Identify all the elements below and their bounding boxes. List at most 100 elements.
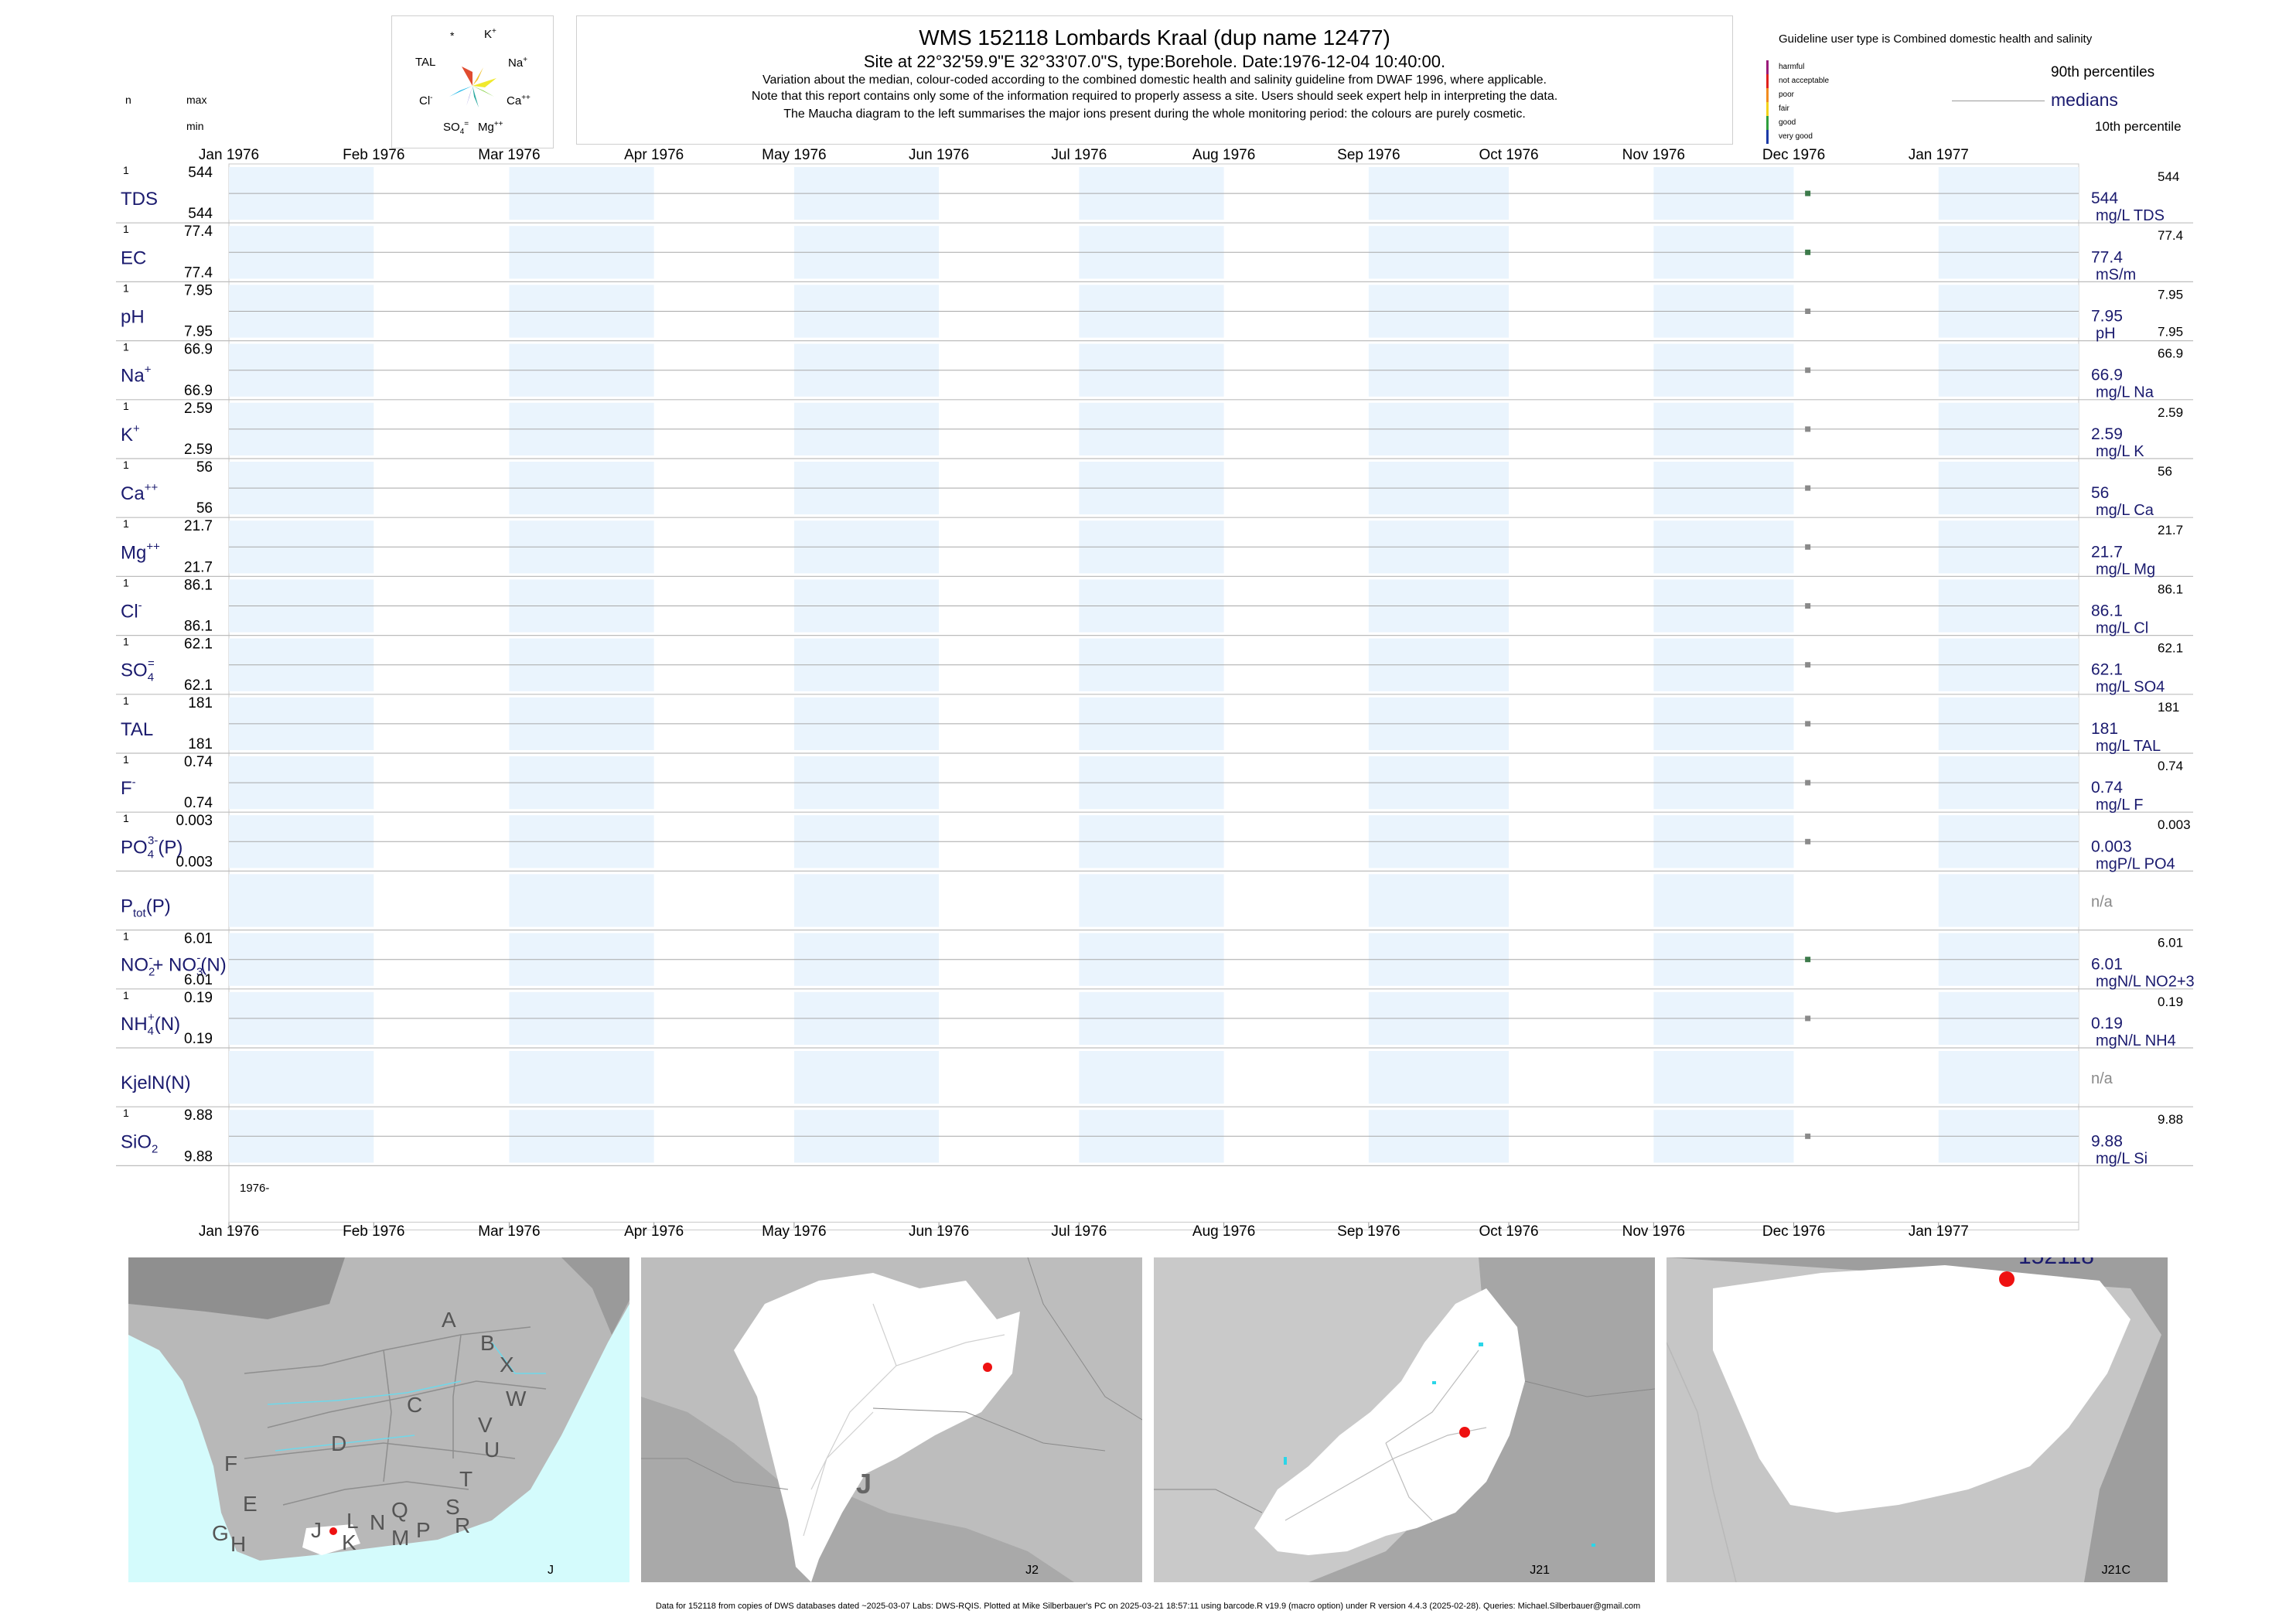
month-label-top: Nov 1976 xyxy=(1622,147,1685,163)
p10-label: 10th percentile xyxy=(2095,119,2182,134)
median-label: medians xyxy=(2051,90,2118,110)
min-value-f: 0.74 xyxy=(184,795,213,811)
p90-value-ca: 56 xyxy=(2158,464,2172,479)
unit-label-na: mg/L Na xyxy=(2096,384,2154,401)
note-line-3: The Maucha diagram to the left summarise… xyxy=(783,107,1526,121)
median-value-ptot: n/a xyxy=(2091,894,2113,911)
unit-label-f: mg/L F xyxy=(2096,797,2144,814)
p10-value-ph: 7.95 xyxy=(2158,325,2183,339)
maucha-tal-label: TAL xyxy=(415,56,436,69)
unit-label-nh4: mgN/L NH4 xyxy=(2096,1032,2176,1049)
sample-point-mg xyxy=(1805,544,1811,550)
title-box: WMS 152118 Lombards Kraal (dup name 1247… xyxy=(576,15,1733,145)
maucha-na-label: Na+ xyxy=(508,56,528,70)
region-label: M xyxy=(391,1526,409,1550)
min-value-na: 66.9 xyxy=(184,383,213,399)
min-value-no3: 6.01 xyxy=(184,972,213,988)
variable-label-f: F- xyxy=(121,776,136,799)
region-label: Q xyxy=(391,1498,408,1522)
sample-point-si xyxy=(1805,1133,1811,1139)
month-label-top: Sep 1976 xyxy=(1337,147,1400,163)
month-band xyxy=(1938,1051,2079,1104)
max-value-ph: 7.95 xyxy=(184,282,213,299)
variable-label-k: K+ xyxy=(121,422,140,445)
month-label-top: Feb 1976 xyxy=(343,147,404,163)
maucha-so4-label: SO4= xyxy=(443,120,469,136)
median-value-kjel: n/a xyxy=(2091,1070,2113,1087)
median-value-k: 2.59 xyxy=(2091,425,2123,443)
max-value-ca: 56 xyxy=(196,459,213,476)
min-value-si: 9.88 xyxy=(184,1148,213,1165)
variable-label-so4: SO4= xyxy=(121,657,155,684)
median-value-tal: 181 xyxy=(2091,720,2118,738)
maucha-star xyxy=(448,67,496,107)
map-j2-label: J2 xyxy=(1025,1564,1039,1577)
month-band xyxy=(1653,1051,1794,1104)
region-label: A xyxy=(442,1308,456,1332)
max-value-si: 9.88 xyxy=(184,1107,213,1124)
unit-label-po4: mgP/L PO4 xyxy=(2096,855,2175,872)
sample-point-tds xyxy=(1805,190,1811,196)
p90-value-tal: 181 xyxy=(2158,700,2179,715)
column-min-header: min xyxy=(186,120,204,132)
sample-count-po4: 1 xyxy=(123,812,129,824)
legend-color-swatch xyxy=(1766,130,1769,144)
median-value-tds: 544 xyxy=(2091,189,2118,207)
unit-label-tal: mg/L TAL xyxy=(2096,738,2161,755)
median-value-so4: 62.1 xyxy=(2091,661,2123,679)
min-value-so4: 62.1 xyxy=(184,677,213,694)
median-value-si: 9.88 xyxy=(2091,1132,2123,1150)
month-band xyxy=(793,1051,940,1104)
min-value-po4: 0.003 xyxy=(176,854,213,870)
median-value-mg: 21.7 xyxy=(2091,543,2123,561)
footer-credits: Data for 152118 from copies of DWS datab… xyxy=(655,1602,1641,1611)
sample-point-no3 xyxy=(1805,957,1811,963)
max-value-mg: 21.7 xyxy=(184,518,213,534)
p90-value-cl: 86.1 xyxy=(2158,582,2183,596)
month-label-bottom: Nov 1976 xyxy=(1622,1223,1685,1240)
month-label-bottom: Apr 1976 xyxy=(624,1223,684,1240)
guideline-legend: harmful not acceptable poor fair good very go… xyxy=(1766,60,1859,145)
min-value-ph: 7.95 xyxy=(184,324,213,340)
sample-point-f xyxy=(1805,780,1811,786)
unit-label-ca: mg/L Ca xyxy=(2096,502,2154,519)
max-value-k: 2.59 xyxy=(184,401,213,417)
map-j-catchment: J J2 xyxy=(641,1257,1142,1582)
unit-label-ec: mS/m xyxy=(2096,266,2136,283)
note-line-1: Variation about the median, colour-coded… xyxy=(762,73,1547,87)
min-value-ca: 56 xyxy=(196,500,213,517)
sample-count-mg: 1 xyxy=(123,517,129,530)
month-label-top: Aug 1976 xyxy=(1192,147,1255,163)
month-band xyxy=(509,874,654,927)
min-value-k: 2.59 xyxy=(184,442,213,458)
unit-label-cl: mg/L Cl xyxy=(2096,620,2148,637)
month-band xyxy=(229,1051,374,1104)
map-j-big-label: J xyxy=(856,1468,872,1499)
region-label: S xyxy=(445,1495,460,1519)
legend-class-label: not acceptable xyxy=(1779,77,1830,85)
variable-label-mg: Mg++ xyxy=(121,540,160,563)
month-label-bottom: Jul 1976 xyxy=(1051,1223,1107,1240)
month-band xyxy=(1368,1051,1510,1104)
median-value-no3: 6.01 xyxy=(2091,956,2123,974)
variable-label-ec: EC xyxy=(121,247,146,268)
month-label-top: Apr 1976 xyxy=(624,147,684,163)
maucha-k-label: K+ xyxy=(484,27,496,41)
legend-class-label: good xyxy=(1779,118,1796,127)
p90-value-k: 2.59 xyxy=(2158,405,2183,420)
month-band xyxy=(1079,1051,1224,1104)
region-label: K xyxy=(342,1530,357,1554)
month-label-top: May 1976 xyxy=(762,147,826,163)
p90-value-so4: 62.1 xyxy=(2158,641,2183,656)
min-value-nh4: 0.19 xyxy=(184,1031,213,1047)
month-band xyxy=(509,1051,654,1104)
min-value-ec: 77.4 xyxy=(184,264,213,281)
timeseries-chart: Jan 1976 Jan 1976 Feb 1976 Feb 1976 Mar 1976… xyxy=(116,147,2195,1240)
legend-class-label: harmful xyxy=(1779,63,1805,71)
legend-class-label: poor xyxy=(1779,90,1795,99)
site-description: Site at 22°32'59.9"E 32°33'07.0"S, type:… xyxy=(863,52,1446,71)
map-j21-catchment: J21 xyxy=(1154,1257,1655,1582)
p90-value-ec: 77.4 xyxy=(2158,228,2183,243)
month-band xyxy=(1079,874,1224,927)
region-label: D xyxy=(331,1431,346,1455)
